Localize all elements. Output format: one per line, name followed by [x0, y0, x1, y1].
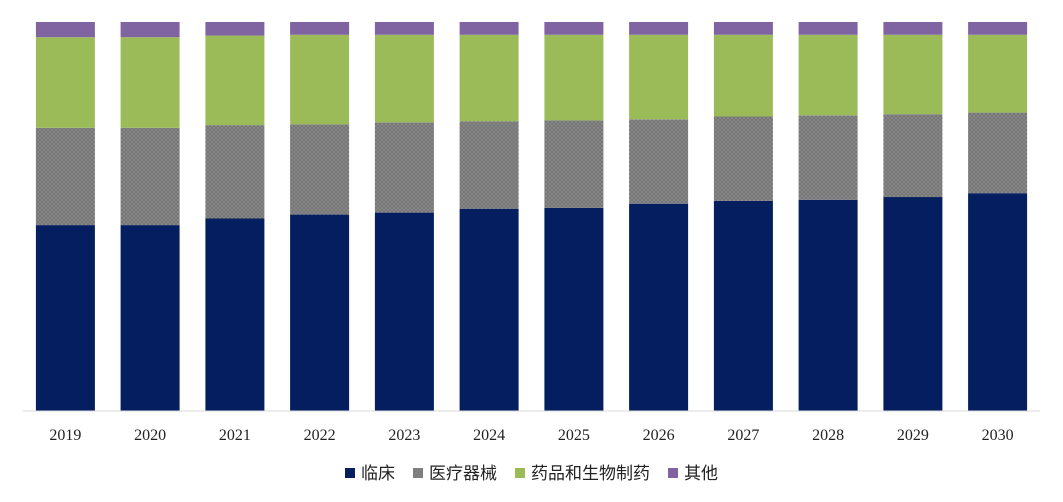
bar-segment-2019-series-3	[35, 22, 95, 38]
bar-segment-2024-series-0	[459, 208, 519, 411]
bar-segment-2022-series-0	[290, 214, 350, 411]
bar-segment-2024-series-2	[459, 34, 519, 122]
x-tick-label: 2023	[388, 427, 420, 444]
bar-segment-2030-series-2	[968, 34, 1028, 113]
bar-segment-2024-series-1	[459, 121, 519, 209]
bar-segment-2022-series-3	[290, 22, 350, 35]
bar-segment-2025-series-2	[544, 34, 604, 121]
legend-label-2: 药品和生物制药	[531, 464, 650, 484]
bars-group	[35, 22, 1028, 411]
bar-segment-2024-series-3	[459, 22, 519, 35]
bar-segment-2029-series-1	[883, 114, 943, 198]
bar-segment-2029-series-0	[883, 197, 943, 411]
bar-segment-2020-series-3	[120, 22, 180, 38]
bar-segment-2026-series-0	[629, 203, 689, 411]
x-tick-label: 2029	[897, 427, 929, 444]
x-tick-label: 2021	[219, 427, 251, 444]
bar-segment-2028-series-2	[798, 34, 858, 116]
bar-segment-2029-series-2	[883, 34, 943, 115]
bar-segment-2026-series-1	[629, 119, 689, 204]
bar-segment-2023-series-3	[374, 22, 434, 35]
x-tick-label: 2025	[558, 427, 590, 444]
legend-swatch-3	[668, 468, 678, 478]
x-tick-label: 2019	[49, 427, 81, 444]
x-tick-labels: 2019 2020 2021 2022 2023 2024 2025 2026 2027 2028…	[49, 427, 1013, 444]
x-tick-label: 2026	[643, 427, 675, 444]
legend-swatch-2	[515, 468, 525, 478]
bar-segment-2027-series-3	[713, 22, 773, 35]
bar-segment-2028-series-3	[798, 22, 858, 35]
bar-segment-2021-series-2	[205, 35, 265, 126]
bar-segment-2026-series-3	[629, 22, 689, 35]
bar-segment-2020-series-1	[120, 127, 180, 226]
bar-segment-2020-series-2	[120, 37, 180, 128]
bar-segment-2030-series-3	[968, 22, 1028, 35]
x-tick-label: 2020	[134, 427, 166, 444]
legend: 临床 医疗器械 药品和生物制药 其他	[345, 464, 718, 484]
bar-segment-2025-series-0	[544, 207, 604, 411]
bar-segment-2023-series-2	[374, 34, 434, 123]
bar-segment-2019-series-2	[35, 37, 95, 128]
bar-segment-2021-series-0	[205, 218, 265, 411]
x-tick-label: 2022	[304, 427, 336, 444]
x-tick-label: 2027	[727, 427, 759, 444]
legend-swatch-1	[413, 468, 423, 478]
x-tick-label: 2030	[982, 427, 1014, 444]
bar-segment-2019-series-0	[35, 225, 95, 411]
legend-label-3: 其他	[684, 464, 718, 484]
bar-segment-2028-series-0	[798, 199, 858, 411]
bar-segment-2025-series-3	[544, 22, 604, 35]
bar-segment-2025-series-1	[544, 120, 604, 208]
x-tick-label: 2028	[812, 427, 844, 444]
legend-label-1: 医疗器械	[429, 464, 497, 484]
bar-segment-2026-series-2	[629, 34, 689, 120]
bar-segment-2022-series-2	[290, 34, 350, 125]
bar-segment-2021-series-1	[205, 125, 265, 219]
bar-segment-2027-series-1	[713, 116, 773, 201]
bar-segment-2028-series-1	[798, 115, 858, 200]
bar-segment-2027-series-2	[713, 34, 773, 117]
x-tick-label: 2024	[473, 427, 505, 444]
bar-segment-2019-series-1	[35, 127, 95, 226]
bar-segment-2029-series-3	[883, 22, 943, 35]
bar-segment-2021-series-3	[205, 22, 265, 36]
bar-segment-2030-series-0	[968, 193, 1028, 411]
legend-swatch-0	[345, 468, 355, 478]
bar-segment-2023-series-1	[374, 122, 434, 213]
bar-segment-2030-series-1	[968, 112, 1028, 194]
bar-segment-2027-series-0	[713, 200, 773, 411]
bar-segment-2020-series-0	[120, 225, 180, 411]
legend-label-0: 临床	[361, 464, 395, 484]
bar-segment-2023-series-0	[374, 212, 434, 411]
bar-segment-2022-series-1	[290, 124, 350, 215]
